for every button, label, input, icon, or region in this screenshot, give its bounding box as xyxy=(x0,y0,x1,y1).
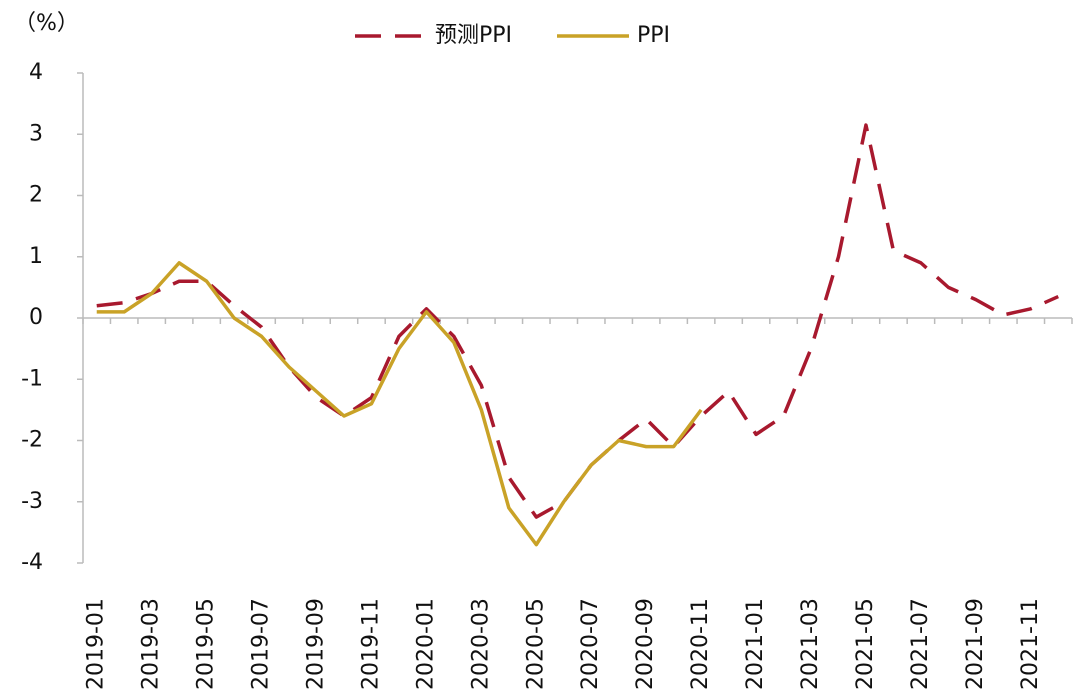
y-tick-label: -2 xyxy=(21,428,43,453)
y-axis-label: （%） xyxy=(14,11,79,36)
x-tick-label: 2021-11 xyxy=(1018,598,1043,690)
y-tick-label: 4 xyxy=(29,60,43,85)
x-tick-label: 2021-09 xyxy=(963,598,988,690)
x-tick-label: 2020-05 xyxy=(523,598,548,690)
y-tick-label: 1 xyxy=(29,244,43,269)
x-tick-label: 2019-03 xyxy=(139,598,164,690)
x-tick-label: 2019-11 xyxy=(358,598,383,690)
x-tick-label: 2020-01 xyxy=(413,598,438,690)
x-tick-label: 2021-05 xyxy=(853,598,878,690)
y-tick-label: 3 xyxy=(29,121,43,146)
x-tick-label: 2019-01 xyxy=(84,598,109,690)
x-tick-label: 2020-07 xyxy=(578,598,603,690)
legend-label: 预测PPI xyxy=(435,23,512,48)
x-tick-label: 2021-01 xyxy=(743,598,768,690)
series-line xyxy=(96,261,703,547)
x-tick-label: 2019-05 xyxy=(194,598,219,690)
x-tick-label: 2021-07 xyxy=(908,598,933,690)
y-tick-label: 0 xyxy=(29,305,43,330)
x-tick-label: 2020-11 xyxy=(688,598,713,690)
y-tick-label: -1 xyxy=(21,366,43,391)
y-tick-label: 2 xyxy=(29,183,43,208)
y-tick-label: -4 xyxy=(21,550,43,575)
x-tick-label: 2020-03 xyxy=(468,598,493,690)
y-tick-label: -3 xyxy=(21,489,43,514)
x-tick-label: 2021-03 xyxy=(798,598,823,690)
x-tick-label: 2019-07 xyxy=(249,598,274,690)
x-tick-label: 2019-09 xyxy=(304,598,329,690)
x-tick-label: 2020-09 xyxy=(633,598,658,690)
legend-label: PPI xyxy=(637,23,670,48)
